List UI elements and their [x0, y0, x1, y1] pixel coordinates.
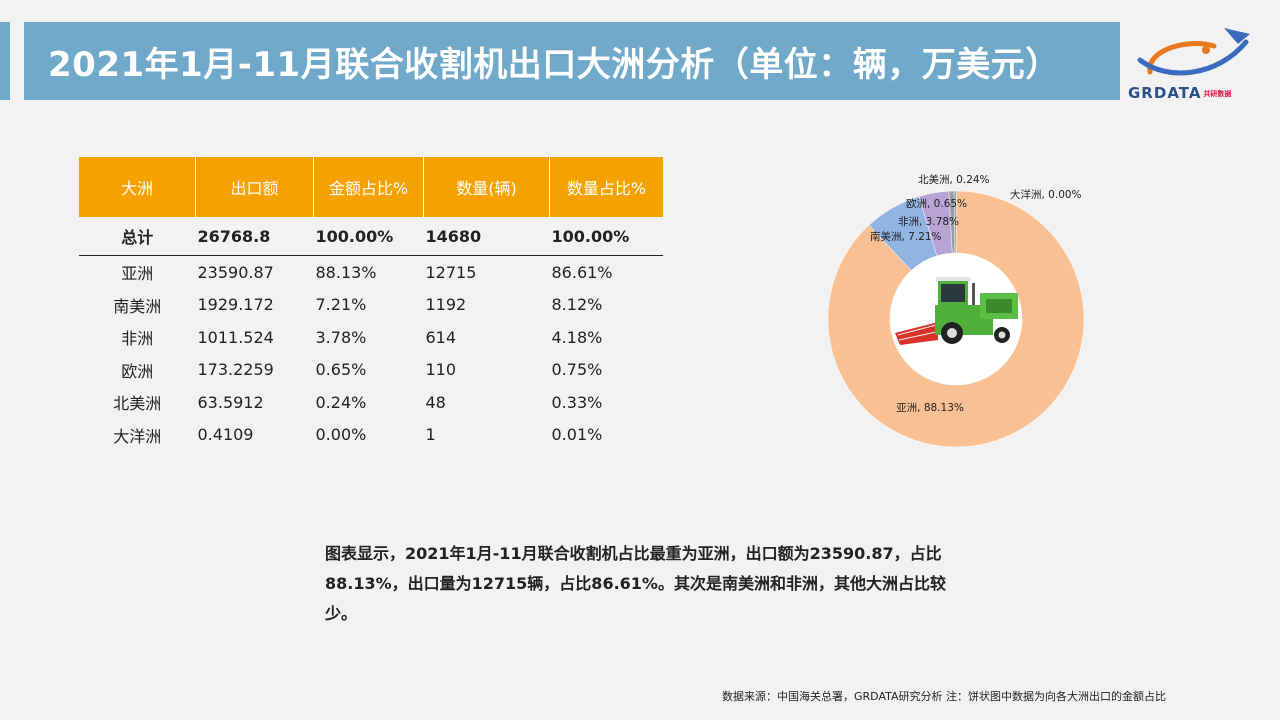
header-quantity: 数量(辆) [423, 157, 550, 217]
logo-text: GRDATA 共研数据 [1128, 84, 1231, 102]
table-cell: 非洲 [121, 329, 154, 349]
pie-label-4: 北美洲, 0.24% [918, 173, 990, 186]
pie-label-5: 大洋洲, 0.00% [1010, 188, 1082, 201]
table-cell: 0.01% [551, 425, 603, 445]
pie-label-0: 亚洲, 88.13% [896, 402, 964, 414]
table-cell: 63.5912 [197, 392, 264, 412]
table-row: 南美洲 1929.172 7.21% 1192 8.12% [79, 289, 663, 322]
table-cell: 26768.8 [195, 217, 314, 256]
table-cell: 100.00% [549, 217, 663, 256]
table-cell: 86.61% [551, 262, 613, 282]
table-row: 北美洲 63.5912 0.24% 48 0.33% [79, 386, 663, 419]
donut-chart-svg: 亚洲, 88.13% 南美洲, 7.21% 非洲, 3.78% 欧洲, 0.65% 北美… [827, 173, 1085, 448]
table-cell: 48 [425, 392, 446, 412]
table-cell: 1192 [425, 295, 467, 315]
header-export-value: 出口额 [195, 157, 314, 217]
table-cell: 1 [425, 425, 436, 445]
source-note: 数据来源：中国海关总署，GRDATA研究分析 注：饼状图中数据为向各大洲出口的金… [722, 690, 1166, 703]
table-row-total: 总计 26768.8 100.00% 14680 100.00% [79, 217, 663, 256]
table-cell: 110 [425, 360, 457, 380]
table-row: 大洋洲 0.4109 0.00% 1 0.01% [79, 419, 663, 452]
table-cell: 1929.172 [197, 295, 274, 315]
table-cell: 88.13% [315, 262, 377, 282]
table-cell: 3.78% [315, 327, 367, 347]
table-cell: 总计 [79, 217, 196, 256]
table-cell: 7.21% [315, 295, 367, 315]
logo-subtext: 共研数据 [1203, 89, 1232, 98]
export-table: 大洲 出口额 金额占比% 数量(辆) 数量占比% 总计 26768.8 100.… [79, 157, 663, 451]
pie-label-1: 南美洲, 7.21% [870, 230, 942, 243]
logo-brand: GRDATA [1128, 84, 1202, 102]
table-cell: 23590.87 [197, 262, 274, 282]
left-accent-bar [0, 22, 10, 100]
table-row: 非洲 1011.524 3.78% 614 4.18% [79, 321, 663, 354]
table-cell: 0.75% [551, 360, 603, 380]
table-cell: 4.18% [551, 327, 603, 347]
header-value-share: 金额占比% [313, 157, 424, 217]
header-continent: 大洲 [79, 157, 196, 217]
pie-label-3: 欧洲, 0.65% [906, 198, 967, 210]
table-row: 欧洲 173.2259 0.65% 110 0.75% [79, 354, 663, 387]
table-cell: 614 [425, 327, 457, 347]
table-cell: 0.00% [315, 425, 367, 445]
table-cell: 0.24% [315, 392, 367, 412]
table-cell: 1011.524 [197, 327, 274, 347]
table-cell: 北美洲 [113, 394, 162, 414]
table-cell: 100.00% [313, 217, 424, 256]
table-cell: 0.65% [315, 360, 367, 380]
table-cell: 14680 [423, 217, 550, 256]
table-cell: 0.33% [551, 392, 603, 412]
table-header-row: 大洲 出口额 金额占比% 数量(辆) 数量占比% [79, 157, 663, 217]
table-cell: 8.12% [551, 295, 603, 315]
grdata-logo [1137, 28, 1250, 76]
table-cell: 大洋洲 [113, 426, 162, 446]
header-quantity-share: 数量占比% [549, 157, 663, 217]
table-cell: 亚洲 [121, 264, 154, 284]
table-cell: 173.2259 [197, 360, 274, 380]
page-title: 2021年1月-11月联合收割机出口大洲分析（单位：辆，万美元） [48, 44, 1060, 85]
title-bar: 2021年1月-11月联合收割机出口大洲分析（单位：辆，万美元） [24, 22, 1120, 100]
pie-label-2: 非洲, 3.78% [898, 216, 959, 228]
summary-text: 图表显示，2021年1月-11月联合收割机占比最重为亚洲，出口额为23590.8… [325, 544, 946, 623]
table-cell: 欧洲 [121, 361, 154, 381]
table-cell: 南美洲 [113, 296, 162, 316]
table-cell: 0.4109 [197, 425, 254, 445]
table-cell: 12715 [425, 262, 477, 282]
harvester-image [895, 277, 1018, 345]
table-row: 亚洲 23590.87 88.13% 12715 86.61% [79, 256, 663, 289]
donut-chart: 亚洲, 88.13% 南美洲, 7.21% 非洲, 3.78% 欧洲, 0.65% 北美… [820, 165, 1100, 460]
